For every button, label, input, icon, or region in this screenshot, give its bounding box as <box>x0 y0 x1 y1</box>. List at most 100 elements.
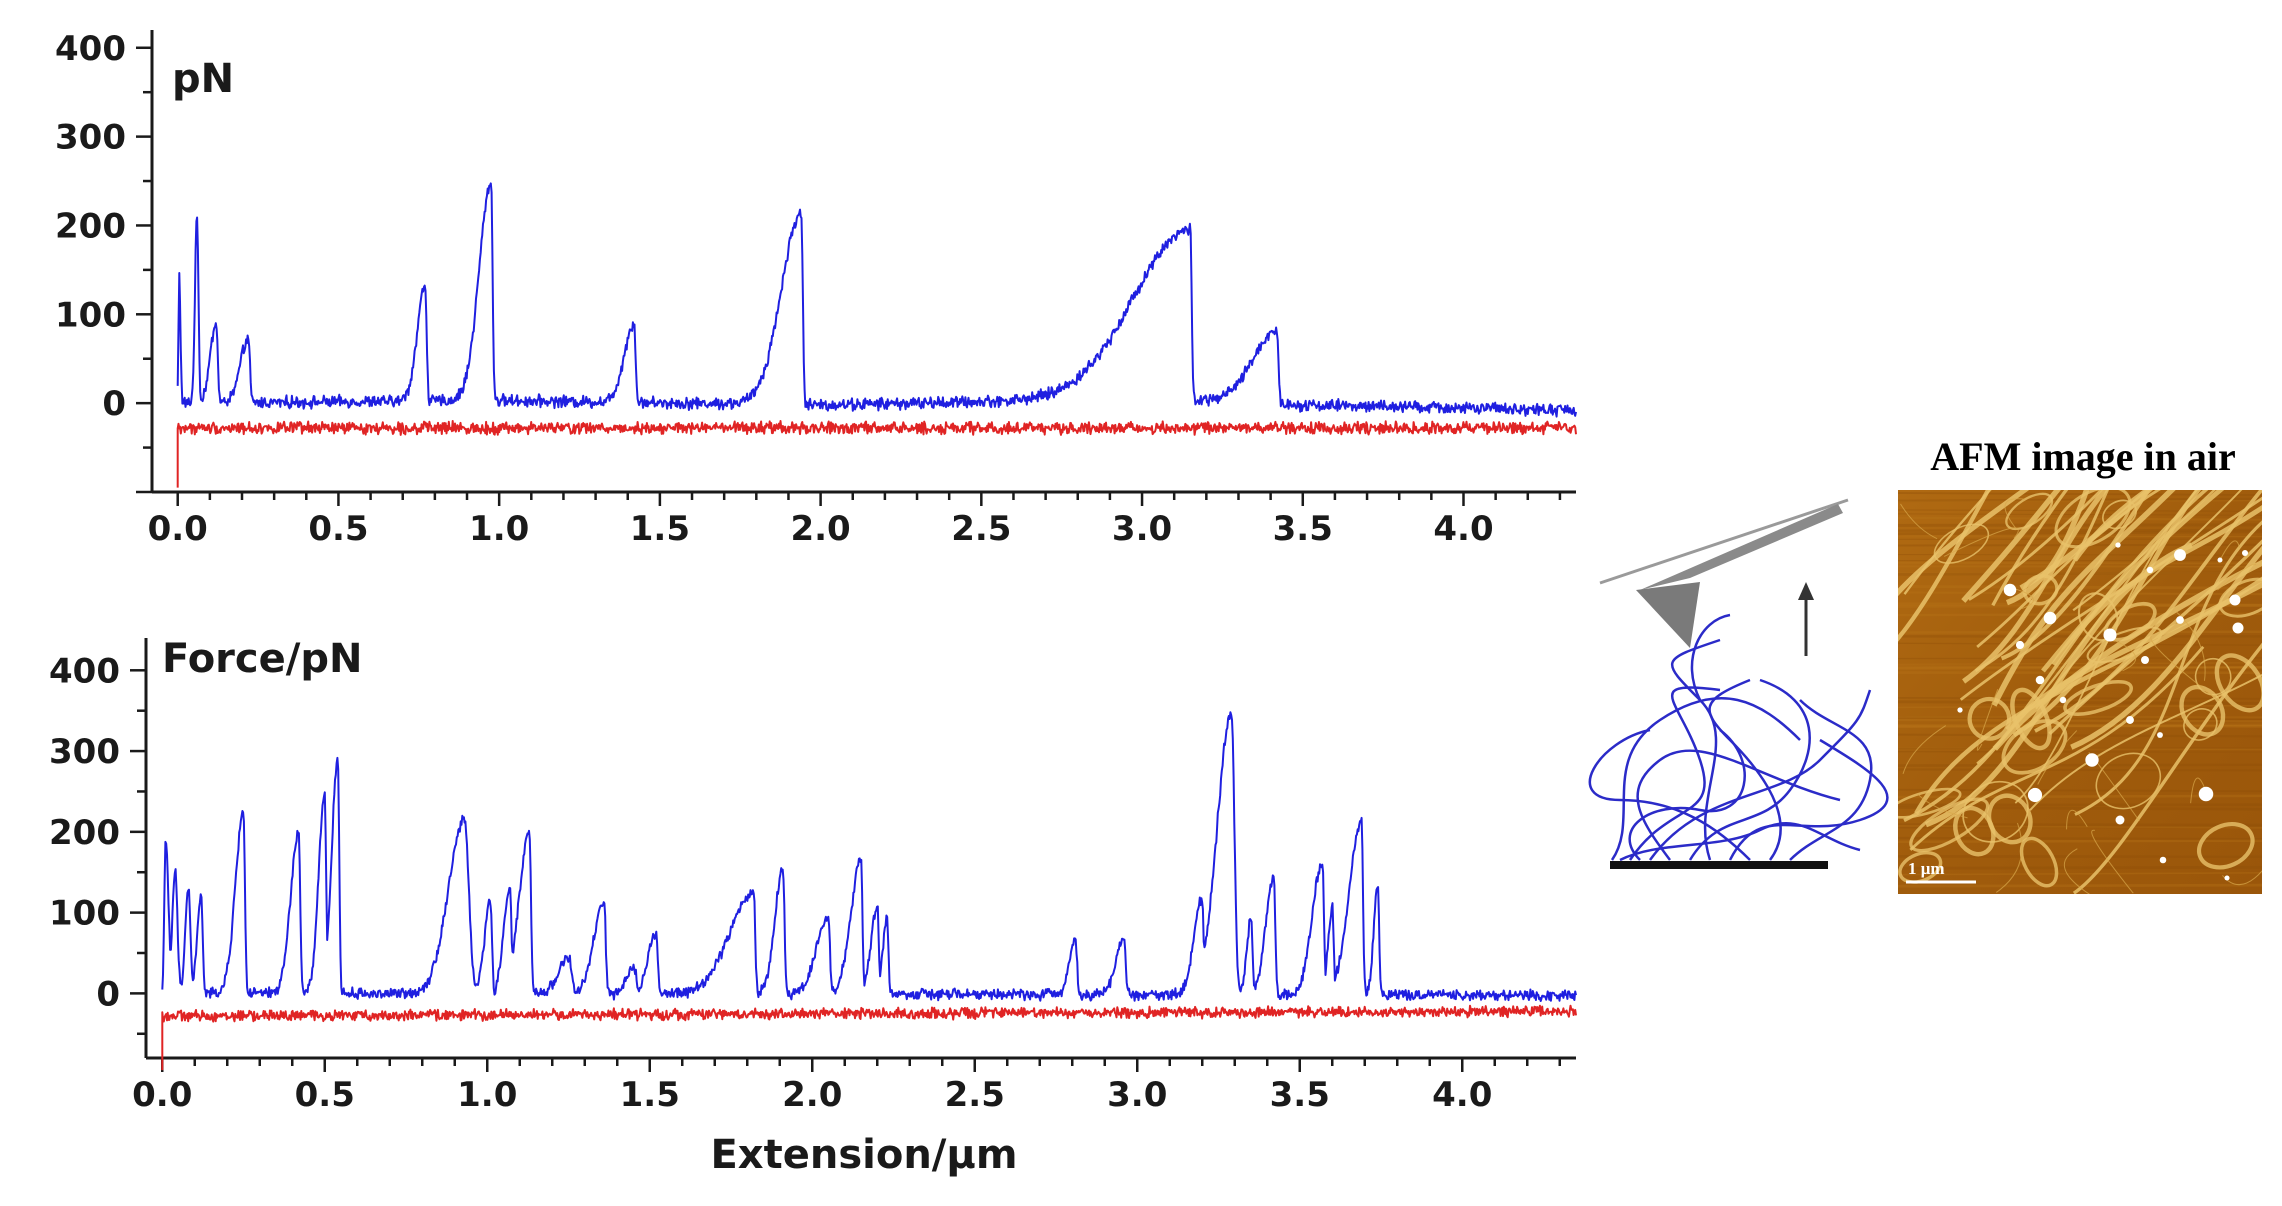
afm-background-streak <box>1898 746 2262 751</box>
afm-fiber <box>2072 490 2152 562</box>
afm-background-streak <box>1898 666 2262 669</box>
afm-bright-particle <box>2103 628 2117 642</box>
top-y-tick-label: 300 <box>55 118 126 158</box>
afm-fiber-loop <box>2197 822 2255 870</box>
bottom-x-tick-label: 3.0 <box>1107 1075 1167 1115</box>
bottom-y-tick-label: 0 <box>96 974 120 1014</box>
bottom-x-tick-label: 3.5 <box>1270 1075 1330 1115</box>
polymer-chain-icon <box>1628 686 1721 861</box>
polymer-chain-icon <box>1789 699 1873 861</box>
afm-fiber-network <box>1898 490 2262 894</box>
afm-thin-fiber <box>1917 793 1968 819</box>
bottom-x-tick-label: 0.5 <box>295 1075 355 1115</box>
afm-thin-fiber <box>1900 503 1938 540</box>
cantilever-beam-icon <box>1599 498 1849 585</box>
afm-thin-fiber <box>1943 527 2019 557</box>
afm-tip-icon <box>1636 582 1700 648</box>
substrate-surface-icon <box>1610 861 1828 869</box>
afm-bright-particle <box>2229 594 2241 606</box>
polymer-chain-icon <box>1648 689 1872 861</box>
afm-bright-particle <box>2198 786 2214 802</box>
afm-bright-particle <box>2141 656 2149 664</box>
bottom-x-tick-label: 0.0 <box>132 1075 192 1115</box>
afm-bright-particle <box>2115 542 2121 548</box>
afm-fiber <box>2034 490 2262 733</box>
afm-bright-particle <box>1957 707 1963 713</box>
bottom-x-tick-label: 1.0 <box>457 1075 517 1115</box>
afm-fiber-loop <box>2183 708 2218 741</box>
afm-fiber <box>2000 490 2151 661</box>
afm-thin-fiber <box>2066 809 2088 830</box>
top-y-tick-label: 100 <box>55 295 126 335</box>
afm-fiber-loop <box>2010 687 2052 751</box>
afm-background-streak <box>1898 657 2262 660</box>
afm-thin-fiber <box>2014 588 2034 610</box>
top-x-tick-label: 2.0 <box>790 509 850 549</box>
afm-bright-particle <box>2085 753 2099 767</box>
bottom-y-tick-label: 300 <box>49 732 120 772</box>
afm-thin-fiber <box>2150 635 2220 702</box>
top-x-tick-label: 3.0 <box>1112 509 1172 549</box>
afm-thin-fiber <box>2222 870 2262 886</box>
afm-bright-particle <box>2217 557 2223 563</box>
afm-bright-particle <box>2159 856 2167 864</box>
polymer-chain-icon <box>1628 729 1746 861</box>
top-x-tick-label: 1.0 <box>469 509 529 549</box>
top-x-tick-label: 4.0 <box>1433 509 1493 549</box>
polymer-chain-icon <box>1610 697 1801 861</box>
afm-background-streak <box>1898 716 2262 721</box>
afm-background-streak <box>1898 516 2262 521</box>
bottom-unit-label: Force/pN <box>162 636 362 682</box>
afm-background-streak <box>1898 724 2262 728</box>
top-x-tick-label: 0.0 <box>148 509 208 549</box>
afm-background-streak <box>1898 497 2262 503</box>
top-force-chart: 0.0 0.5 1.0 1.5 2.0 2.5 3.0 3.5 4.0 0 100 200 300 40… <box>55 29 1577 549</box>
polymer-chain-icon <box>1588 728 1751 861</box>
afm-background-streak <box>1898 865 2262 870</box>
afm-background-streak <box>1898 530 2262 536</box>
afm-fiber <box>2014 490 2199 804</box>
afm-bright-particle <box>2027 787 2043 803</box>
afm-background-streak <box>1898 883 2262 888</box>
top-x-tick-label: 3.5 <box>1273 509 1333 549</box>
top-x-tick-label: 2.5 <box>951 509 1011 549</box>
bottom-series-group <box>161 711 1577 1071</box>
afm-bright-particle <box>2015 640 2025 650</box>
afm-thin-fiber <box>2190 777 2205 804</box>
afm-fiber-loop <box>1898 787 1962 819</box>
afm-background-streak <box>1898 733 2262 738</box>
afm-bright-particle <box>2241 549 2249 557</box>
afm-bright-particle <box>2224 875 2230 881</box>
afm-background-streak <box>1898 825 2262 829</box>
afm-fiber-loop <box>2063 679 2134 716</box>
afm-fiber <box>2019 490 2153 591</box>
afm-thin-fiber <box>2037 730 2078 785</box>
afm-bright-particle <box>2176 616 2184 624</box>
polymer-chains-icon <box>1588 613 1889 862</box>
afm-fiber-loop <box>1967 696 2012 741</box>
afm-fiber-loop <box>1962 780 2029 843</box>
afm-fiber <box>1976 490 2161 648</box>
afm-bright-particle <box>2174 549 2186 561</box>
afm-fiber-loop <box>2179 684 2226 737</box>
afm-bright-particle <box>2043 611 2057 625</box>
polymer-chain-icon <box>1636 749 1841 861</box>
afm-thin-fiber <box>2218 540 2240 564</box>
afm-image-panel: AFM image in air 1 μm <box>1898 434 2262 894</box>
afm-bright-particle <box>2003 583 2017 597</box>
afm-background-streak <box>1898 768 2262 772</box>
afm-fiber <box>2029 673 2262 811</box>
bottom-y-tick-label: 400 <box>49 651 120 691</box>
top-x-tick-label: 0.5 <box>308 509 368 549</box>
polymer-chain-icon <box>1688 678 1811 861</box>
bottom-y-tick-label: 100 <box>49 894 120 934</box>
top-retraction-curve <box>176 420 1577 488</box>
afm-fiber <box>1974 490 2110 673</box>
afm-fiber <box>1961 490 2061 603</box>
afm-thin-fiber <box>2217 563 2257 591</box>
polymer-chain-icon <box>1690 613 1731 701</box>
afm-fiber <box>1898 490 1991 642</box>
afm-bright-particle <box>2115 815 2125 825</box>
afm-background-streak <box>1898 571 2262 575</box>
